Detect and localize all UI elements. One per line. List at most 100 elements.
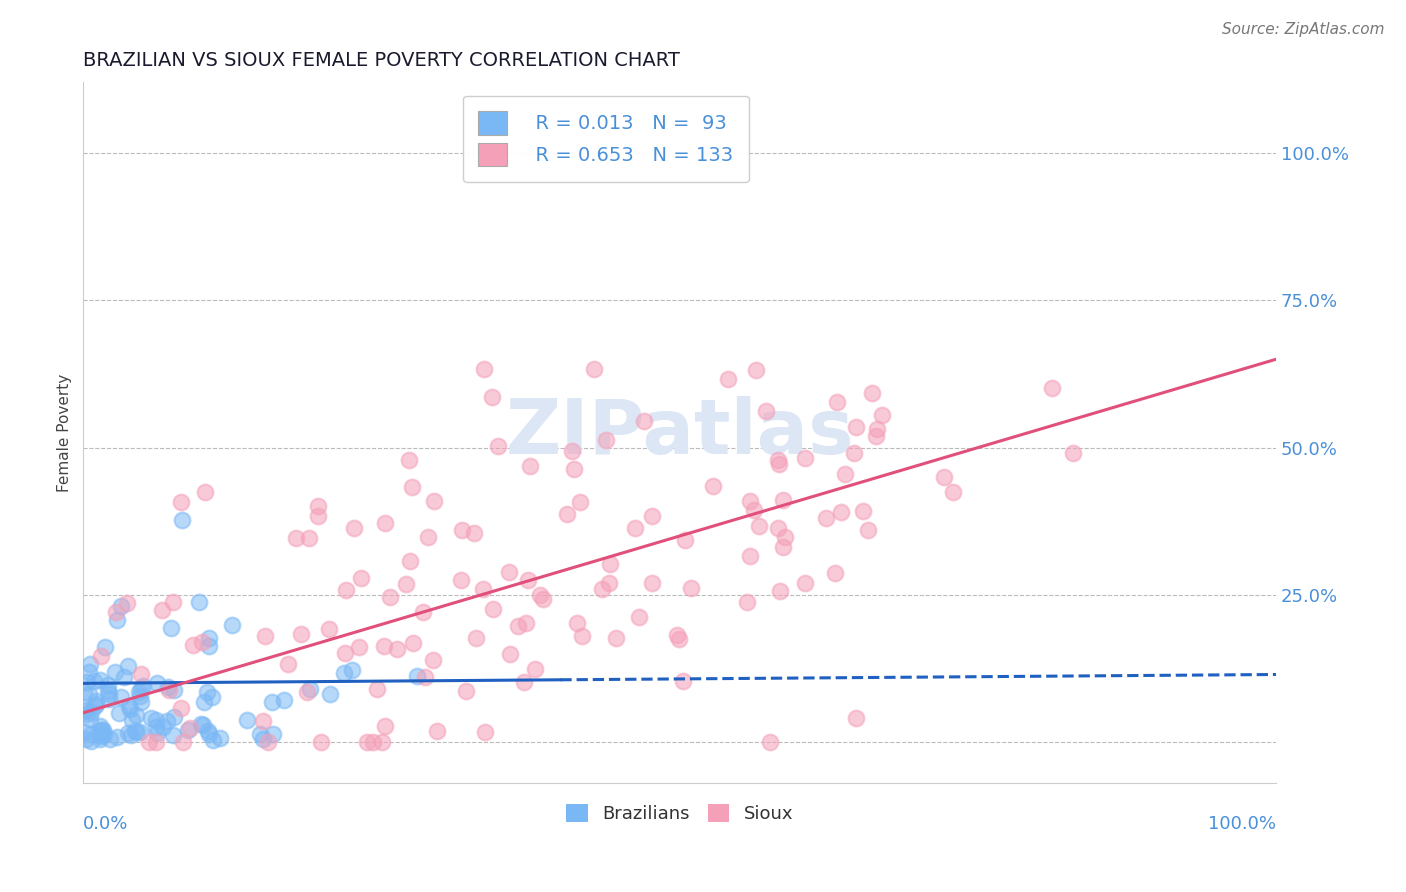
- Point: [83, 674, 105, 689]
- Point: [402, 636, 425, 650]
- Point: [98, 688, 121, 702]
- Point: [374, 719, 396, 733]
- Point: [571, 629, 593, 643]
- Point: [934, 470, 956, 484]
- Point: [794, 451, 817, 466]
- Point: [385, 642, 408, 657]
- Point: [105, 614, 128, 628]
- Point: [108, 706, 131, 720]
- Text: 100.0%: 100.0%: [1208, 815, 1277, 833]
- Point: [672, 673, 695, 688]
- Point: [156, 680, 179, 694]
- Point: [124, 723, 146, 738]
- Point: [371, 735, 394, 749]
- Point: [599, 557, 621, 571]
- Point: [145, 720, 167, 734]
- Point: [117, 726, 139, 740]
- Point: [89, 719, 111, 733]
- Point: [668, 632, 690, 646]
- Point: [129, 667, 152, 681]
- Point: [834, 467, 856, 482]
- Point: [262, 695, 284, 709]
- Point: [121, 713, 143, 727]
- Point: [197, 723, 219, 738]
- Point: [319, 687, 342, 701]
- Point: [191, 635, 214, 649]
- Point: [412, 605, 434, 619]
- Point: [162, 728, 184, 742]
- Point: [187, 595, 209, 609]
- Point: [742, 503, 765, 517]
- Point: [768, 453, 790, 467]
- Point: [73, 685, 96, 699]
- Point: [254, 628, 277, 642]
- Point: [163, 710, 186, 724]
- Point: [118, 698, 141, 713]
- Point: [90, 648, 112, 663]
- Point: [333, 646, 356, 660]
- Point: [132, 679, 155, 693]
- Point: [146, 725, 169, 739]
- Point: [1062, 446, 1084, 460]
- Point: [97, 678, 120, 692]
- Point: [307, 508, 329, 523]
- Point: [262, 727, 284, 741]
- Point: [413, 670, 436, 684]
- Point: [181, 639, 204, 653]
- Point: [110, 599, 132, 613]
- Point: [772, 541, 794, 555]
- Point: [498, 565, 520, 579]
- Point: [159, 621, 181, 635]
- Point: [318, 622, 340, 636]
- Point: [463, 525, 485, 540]
- Point: [454, 684, 477, 698]
- Point: [374, 516, 396, 531]
- Point: [343, 521, 366, 535]
- Point: [416, 530, 439, 544]
- Point: [555, 507, 578, 521]
- Point: [845, 420, 868, 434]
- Point: [738, 549, 761, 563]
- Point: [562, 462, 585, 476]
- Point: [75, 731, 97, 746]
- Point: [77, 665, 100, 679]
- Point: [845, 711, 868, 725]
- Point: [76, 674, 98, 689]
- Point: [179, 721, 201, 735]
- Point: [772, 492, 794, 507]
- Text: 0.0%: 0.0%: [83, 815, 129, 833]
- Point: [84, 699, 107, 714]
- Point: [486, 438, 509, 452]
- Point: [472, 362, 495, 376]
- Point: [79, 657, 101, 672]
- Point: [865, 428, 887, 442]
- Point: [73, 705, 96, 719]
- Point: [202, 733, 225, 747]
- Point: [866, 422, 889, 436]
- Point: [128, 689, 150, 703]
- Point: [717, 372, 740, 386]
- Point: [129, 695, 152, 709]
- Point: [193, 695, 215, 709]
- Point: [395, 576, 418, 591]
- Point: [285, 531, 308, 545]
- Point: [97, 684, 120, 698]
- Point: [349, 571, 371, 585]
- Y-axis label: Female Poverty: Female Poverty: [58, 374, 72, 492]
- Point: [252, 731, 274, 746]
- Point: [257, 735, 280, 749]
- Point: [104, 605, 127, 619]
- Point: [117, 659, 139, 673]
- Point: [942, 484, 965, 499]
- Point: [759, 735, 782, 749]
- Point: [117, 596, 139, 610]
- Point: [349, 640, 371, 655]
- Point: [768, 457, 790, 471]
- Point: [856, 523, 879, 537]
- Point: [249, 727, 271, 741]
- Point: [277, 657, 299, 672]
- Point: [91, 723, 114, 738]
- Point: [529, 588, 551, 602]
- Point: [519, 458, 541, 473]
- Point: [673, 533, 696, 548]
